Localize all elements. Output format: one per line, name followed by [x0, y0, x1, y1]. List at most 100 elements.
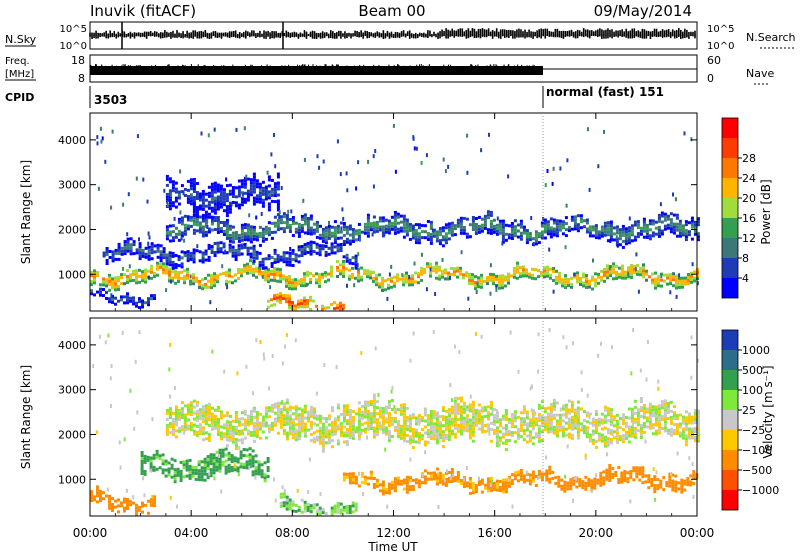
heatmap-cell: [141, 248, 145, 252]
heatmap-cell: [219, 272, 222, 276]
heatmap-cell: [348, 412, 352, 415]
heatmap-cell: [441, 479, 445, 483]
heatmap-cell: [180, 265, 184, 269]
heatmap-cell: [300, 299, 303, 302]
heatmap-cell: [219, 425, 223, 429]
heatmap-cell: [129, 299, 132, 303]
heatmap-cell: [675, 423, 679, 427]
heatmap-cell: [504, 284, 507, 288]
heatmap-cell: [336, 424, 340, 428]
heatmap-cell: [260, 475, 264, 479]
heatmap-cell: [666, 214, 670, 218]
heatmap-cell: [513, 425, 517, 429]
heatmap-cell: [654, 420, 658, 424]
heatmap-cell: [263, 461, 267, 465]
heatmap-cell: [630, 224, 634, 228]
heatmap-cell: [132, 501, 135, 505]
heatmap-cell: [546, 406, 550, 410]
heatmap-cell: [201, 225, 205, 229]
heatmap-cell: [402, 415, 406, 419]
heatmap-cell: [537, 430, 541, 434]
heatmap-cell: [477, 418, 481, 422]
heatmap-cell: [680, 478, 684, 482]
heatmap-cell: [408, 438, 412, 442]
heatmap-cell: [233, 468, 237, 472]
heatmap-cell: [396, 423, 400, 427]
heatmap-cell: [309, 426, 313, 430]
heatmap-cell: [387, 430, 391, 434]
heatmap-cell: [232, 235, 235, 240]
heatmap-cell: [159, 262, 162, 266]
heatmap-cell: [180, 262, 184, 266]
heatmap-cell: [207, 405, 211, 409]
heatmap-cell: [225, 196, 229, 200]
heatmap-cell: [270, 403, 274, 407]
heatmap-cell: [408, 423, 412, 427]
heatmap-cell: [431, 228, 434, 233]
heatmap-cell: [201, 219, 205, 223]
heatmap-cell: [633, 429, 637, 433]
heatmap-cell: [218, 454, 222, 458]
heatmap-cell: [663, 212, 667, 216]
heatmap-cell: [191, 465, 195, 469]
heatmap-cell: [315, 281, 318, 285]
heatmap-cell: [185, 462, 189, 466]
heatmap-cell: [252, 256, 256, 260]
heatmap-cell: [630, 419, 634, 423]
heatmap-cell: [348, 481, 352, 485]
heatmap-cell: [519, 272, 522, 276]
heatmap-cell: [372, 279, 375, 283]
heatmap-cell: [153, 294, 156, 297]
heatmap-cell: [390, 285, 393, 289]
heatmap-cell: [540, 421, 544, 425]
heatmap-cell: [384, 405, 388, 409]
heatmap-cell: [456, 423, 460, 427]
heatmap-cell: [405, 427, 409, 431]
heatmap-cell: [456, 218, 460, 222]
heatmap-cell: [216, 219, 220, 222]
heatmap-cell: [221, 448, 225, 452]
heatmap-cell: [111, 129, 114, 134]
heatmap-cell: [659, 479, 663, 483]
heatmap-cell: [366, 421, 370, 425]
heatmap-cell: [170, 279, 172, 284]
heatmap-cell: [501, 286, 504, 290]
heatmap-cell: [369, 470, 373, 474]
heatmap-cell: [234, 411, 238, 414]
heatmap-cell: [165, 432, 169, 436]
heatmap-cell: [399, 403, 403, 407]
heatmap-cell: [237, 191, 241, 195]
heatmap-cell: [507, 433, 511, 436]
heatmap-cell: [294, 284, 297, 288]
heatmap-cell: [480, 279, 483, 283]
heatmap-cell: [141, 254, 145, 258]
heatmap-cell: [581, 483, 585, 487]
heatmap-cell: [165, 177, 169, 181]
heatmap-cell: [501, 219, 505, 223]
heatmap-cell: [153, 275, 156, 278]
heatmap-cell: [471, 279, 474, 283]
heatmap-cell: [501, 435, 505, 439]
heatmap-cell: [177, 220, 181, 224]
heatmap-cell: [213, 426, 217, 430]
heatmap-cell: [339, 412, 343, 416]
heatmap-cell: [567, 411, 571, 415]
heatmap-cell: [168, 198, 172, 202]
heatmap-cell: [192, 399, 196, 403]
heatmap-cell: [204, 258, 208, 262]
heatmap-cell: [456, 426, 460, 430]
heatmap-cell: [696, 439, 700, 443]
heatmap-cell: [522, 405, 526, 409]
heatmap-cell: [192, 417, 196, 421]
heatmap-cell: [225, 177, 228, 182]
heatmap-cell: [186, 224, 190, 228]
heatmap-cell: [408, 426, 412, 430]
heatmap-cell: [591, 234, 595, 238]
heatmap-cell: [450, 471, 454, 474]
heatmap-cell: [639, 433, 643, 436]
heatmap-cell: [243, 263, 246, 267]
heatmap-cell: [540, 406, 544, 410]
heatmap-cell: [654, 226, 658, 230]
heatmap-cell: [566, 481, 570, 485]
heatmap-cell: [522, 420, 526, 424]
